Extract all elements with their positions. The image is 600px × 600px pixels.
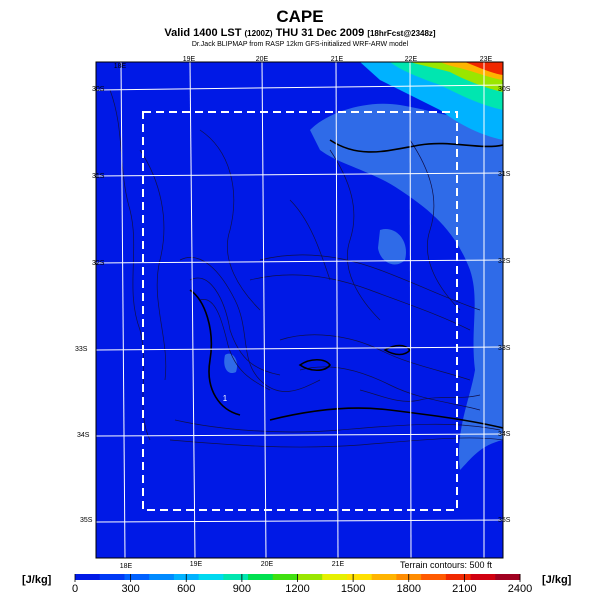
- colorbar-swatch: [346, 574, 373, 580]
- lat-label-right: 30S: [498, 86, 511, 93]
- lat-label-right: 35S: [498, 517, 511, 524]
- lon-label-bottom: 18E: [120, 563, 133, 570]
- colorbar-unit-left: [J/kg]: [22, 574, 52, 586]
- colorbar-unit-right: [J/kg]: [542, 574, 572, 586]
- grid-labels: 18E 19E 20E 21E 22E 23E 18E 19E 20E 21E …: [75, 56, 511, 570]
- map-title: CAPE: [276, 7, 324, 26]
- lat-label-left: 35S: [80, 517, 93, 524]
- lon-label-top: 18E: [114, 63, 127, 70]
- colorbar-swatch: [297, 574, 323, 580]
- cape-low-patch-2: [224, 353, 238, 374]
- colorbar-swatch: [322, 574, 348, 580]
- colorbar-swatch: [495, 574, 521, 580]
- cape-low-patch: [378, 229, 406, 265]
- colorbar-swatch: [223, 574, 249, 580]
- colorbar-swatch: [470, 574, 496, 580]
- colorbar-tick-label: 600: [177, 583, 195, 595]
- lat-label-left: 30S: [92, 86, 105, 93]
- lat-label-right: 34S: [498, 431, 511, 438]
- forecast-info: [18hrFcst@2348z]: [367, 29, 436, 38]
- lon-label-top: 22E: [405, 56, 418, 63]
- colorbar-swatch: [445, 574, 472, 580]
- inner-domain-box: [142, 111, 458, 511]
- lon-label-bottom: 19E: [190, 561, 203, 568]
- lon-label-top: 21E: [331, 56, 344, 63]
- colorbar-swatch: [371, 574, 397, 580]
- lon-label-top: 20E: [256, 56, 269, 63]
- terrain-contours-major: [189, 139, 503, 429]
- colorbar-tick-label: 2400: [508, 583, 532, 595]
- colorbar-tick-label: 1200: [285, 583, 309, 595]
- colorbar-tick-label: 2100: [452, 583, 476, 595]
- colorbar-swatch: [272, 574, 298, 580]
- map-subtitle: Valid 1400 LST (1200Z) THU 31 Dec 2009 […: [0, 27, 600, 39]
- colorbar-swatch: [421, 574, 447, 580]
- map-field: [96, 62, 503, 558]
- latlon-grid: [96, 62, 503, 558]
- colorbar-tick-label: 300: [121, 583, 139, 595]
- terrain-contours: [109, 89, 503, 448]
- colorbar-ticks: 0 300 600 900 1200 1500 1800 2100 2400: [72, 574, 532, 595]
- lat-label-right: 31S: [498, 171, 511, 178]
- lon-label-top: 19E: [183, 56, 196, 63]
- map-frame: [95, 61, 504, 559]
- colorbar-swatch: [149, 574, 175, 580]
- lon-label-bottom: 21E: [332, 561, 345, 568]
- utc-time: (1200Z): [244, 29, 273, 38]
- model-credit: Dr.Jack BLIPMAP from RASP 12km GFS-initi…: [191, 41, 409, 48]
- lat-label-left: 32S: [92, 260, 105, 267]
- colorbar-swatch: [198, 574, 224, 580]
- lon-label-bottom: 20E: [261, 561, 274, 568]
- lat-label-left: 33S: [75, 346, 88, 353]
- colorbar-tick-label: 1500: [341, 583, 365, 595]
- spot-label: 1: [223, 394, 228, 403]
- colorbar-tick-label: 1800: [397, 583, 421, 595]
- lat-label-left: 31S: [92, 173, 105, 180]
- cape-low-region: [310, 103, 503, 470]
- terrain-note: Terrain contours: 500 ft: [400, 560, 493, 570]
- colorbar-swatch: [248, 574, 274, 580]
- colorbar-swatch: [99, 574, 125, 580]
- lat-label-right: 32S: [498, 258, 511, 265]
- lat-label-right: 33S: [498, 345, 511, 352]
- valid-time: Valid 1400 LST: [164, 27, 242, 39]
- colorbar-tick-label: 0: [72, 583, 78, 595]
- colorbar-swatch: [75, 574, 101, 580]
- colorbar-swatch: [124, 574, 150, 580]
- lon-label-top: 23E: [480, 56, 493, 63]
- lat-label-left: 34S: [77, 432, 90, 439]
- colorbar-tick-label: 900: [233, 583, 251, 595]
- valid-date: THU 31 Dec 2009: [275, 27, 365, 39]
